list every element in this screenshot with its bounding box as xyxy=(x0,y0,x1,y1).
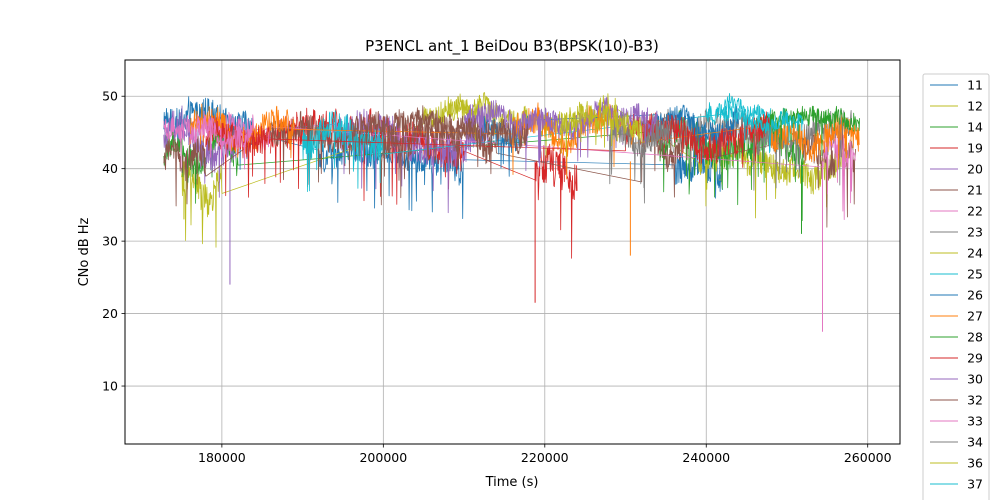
legend-label: 28 xyxy=(967,330,983,345)
axis-ticks: 180000 200000 220000 240000 260000 10 20 30 40 50 xyxy=(102,89,892,465)
series-37-segment-0 xyxy=(705,102,804,152)
legend-item: 20 xyxy=(930,162,983,177)
legend-label: 30 xyxy=(967,372,983,387)
legend-item: 36 xyxy=(930,456,983,471)
legend-item: 24 xyxy=(930,246,983,261)
legend-label: 27 xyxy=(967,309,983,324)
series-21-segment-0 xyxy=(163,132,207,207)
chart-title: P3ENCL ant_1 BeiDou B3(BPSK(10)-B3) xyxy=(365,37,659,56)
legend-item: 23 xyxy=(930,225,983,240)
series-29-segment-1 xyxy=(625,111,772,168)
series-30-segment-0 xyxy=(463,97,659,172)
series-21-connector xyxy=(496,152,642,183)
legend-label: 12 xyxy=(967,99,983,114)
legend-label: 14 xyxy=(967,120,983,135)
x-tick-label: 240000 xyxy=(682,450,730,465)
legend-label: 20 xyxy=(967,162,983,177)
legend-item: 11 xyxy=(930,78,983,93)
series-11-connector xyxy=(464,159,674,166)
series-32 xyxy=(350,105,529,175)
series-19-connector xyxy=(463,150,536,181)
series-36 xyxy=(560,101,643,159)
legend-item: 21 xyxy=(930,183,983,198)
series-28 xyxy=(754,105,860,157)
series-30 xyxy=(463,97,659,172)
legend-item: 22 xyxy=(930,204,983,219)
legend-item: 30 xyxy=(930,372,983,387)
series-28-segment-0 xyxy=(754,105,860,157)
legend-box xyxy=(922,73,990,500)
y-axis-label: CNo dB Hz xyxy=(77,217,92,286)
legend-label: 34 xyxy=(967,435,983,450)
x-tick-label: 200000 xyxy=(359,450,407,465)
legend-item: 33 xyxy=(930,414,983,429)
x-tick-label: 260000 xyxy=(844,450,892,465)
series-25-segment-0 xyxy=(302,110,384,193)
legend-label: 23 xyxy=(967,225,983,240)
x-axis-label: Time (s) xyxy=(485,475,539,490)
legend: 11 12 14 19 20 21 22 23 24 25 26 27 28 29 30 32 33 34 36 37 xyxy=(922,73,990,500)
legend-item: 12 xyxy=(930,99,983,114)
legend-item: 14 xyxy=(930,120,983,135)
series-33-segment-0 xyxy=(189,110,255,170)
legend-item: 26 xyxy=(930,288,983,303)
x-tick-label: 180000 xyxy=(198,450,246,465)
legend-item: 19 xyxy=(930,141,983,156)
legend-label: 32 xyxy=(967,393,983,408)
series-36-segment-0 xyxy=(560,101,643,159)
legend-label: 22 xyxy=(967,204,983,219)
y-tick-label: 10 xyxy=(102,379,118,394)
legend-label: 36 xyxy=(967,456,983,471)
legend-label: 33 xyxy=(967,414,983,429)
y-tick-label: 30 xyxy=(102,234,118,249)
y-tick-label: 20 xyxy=(102,306,118,321)
series-33 xyxy=(189,110,255,170)
plot-area xyxy=(163,92,860,332)
legend-item: 32 xyxy=(930,393,983,408)
legend-label: 37 xyxy=(967,477,983,492)
legend-item: 27 xyxy=(930,309,983,324)
legend-label: 26 xyxy=(967,288,983,303)
legend-label: 24 xyxy=(967,246,983,261)
legend-label: 25 xyxy=(967,267,983,282)
x-tick-label: 220000 xyxy=(521,450,569,465)
axes-frame xyxy=(124,59,901,445)
series-27-segment-2 xyxy=(770,113,860,168)
series-12-segment-2 xyxy=(697,134,852,219)
series-29-segment-0 xyxy=(205,115,271,198)
series-34 xyxy=(609,111,675,204)
legend-item: 34 xyxy=(930,435,983,450)
series-37 xyxy=(705,102,804,152)
legend-label: 21 xyxy=(967,183,983,198)
legend-item: 37 xyxy=(930,477,983,492)
legend-label: 29 xyxy=(967,351,983,366)
legend-label: 19 xyxy=(967,141,983,156)
series-20-segment-1 xyxy=(334,108,489,214)
y-tick-label: 50 xyxy=(102,89,118,104)
legend-item: 29 xyxy=(930,351,983,366)
legend-label: 11 xyxy=(967,78,983,93)
legend-item: 25 xyxy=(930,267,983,282)
series-19-segment-1 xyxy=(534,143,578,259)
series-34-segment-0 xyxy=(609,111,675,204)
legend-item: 28 xyxy=(930,330,983,345)
series-32-segment-0 xyxy=(350,105,529,175)
y-tick-label: 40 xyxy=(102,161,118,176)
